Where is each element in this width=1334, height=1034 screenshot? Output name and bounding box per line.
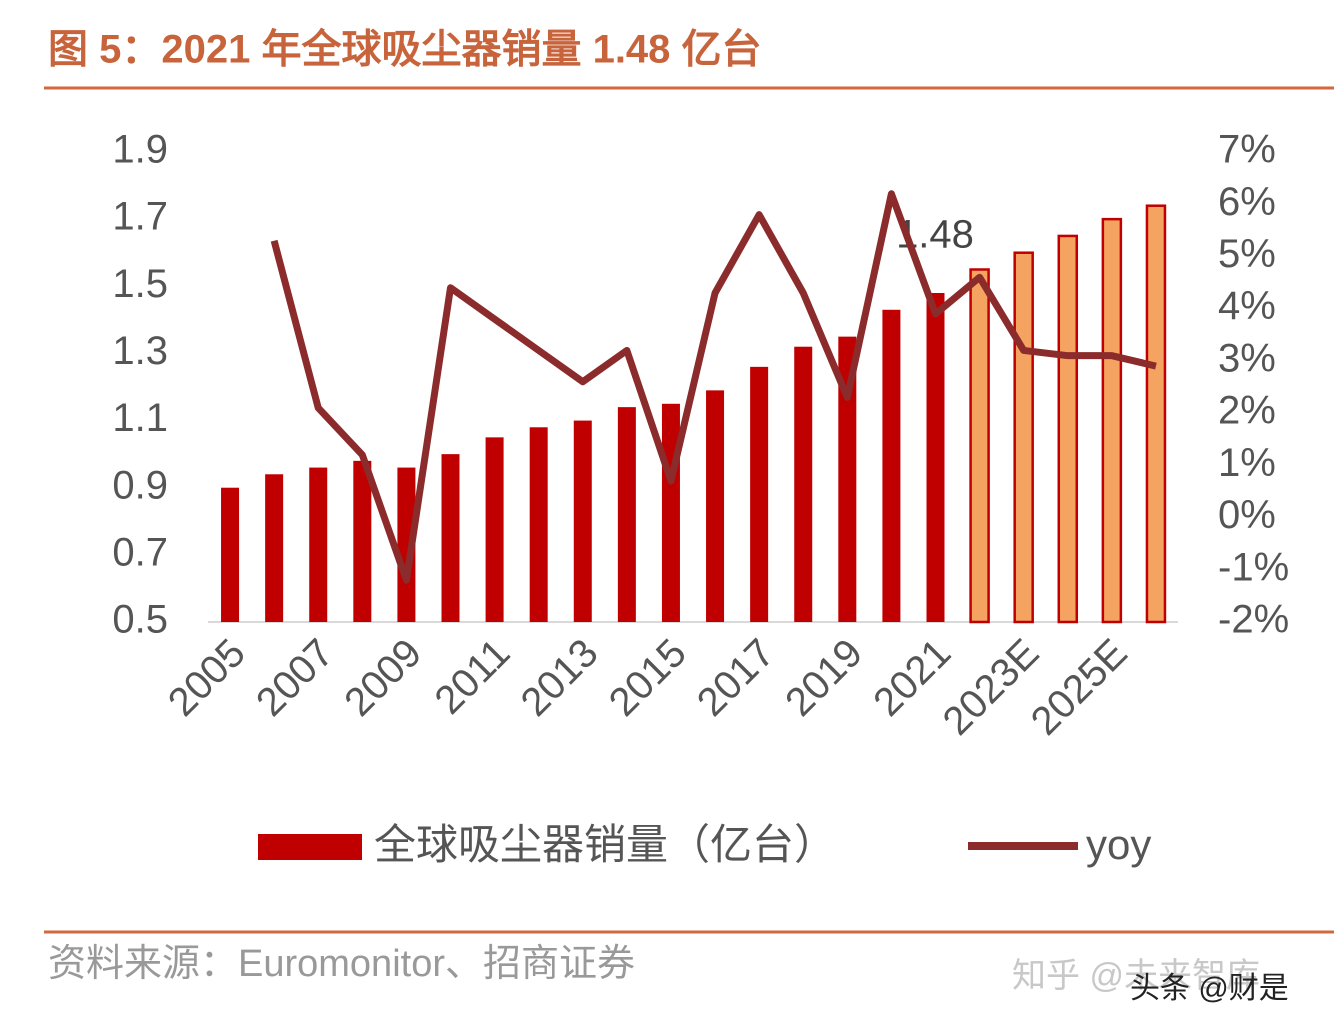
y2-tick-label: -1% — [1218, 545, 1289, 589]
bar — [1057, 234, 1079, 624]
y2-tick-label: -2% — [1218, 598, 1289, 642]
y2-tick-label: 7% — [1218, 128, 1276, 172]
legend-label: yoy — [1086, 821, 1151, 868]
y-tick-label: 1.3 — [112, 329, 168, 373]
y2-tick-label: 5% — [1218, 232, 1276, 276]
legend-label: 全球吸尘器销量（亿台） — [374, 821, 836, 868]
y-tick-label: 1.1 — [112, 396, 168, 440]
y2-tick-label: 3% — [1218, 336, 1276, 380]
line — [270, 190, 1157, 584]
bar — [794, 346, 813, 622]
bar — [221, 487, 240, 622]
y-tick-label: 0.5 — [112, 598, 168, 642]
bar — [573, 420, 592, 622]
y2-tick-label: 4% — [1218, 284, 1276, 328]
bar — [969, 268, 990, 624]
y2-tick-label: 0% — [1218, 493, 1276, 537]
bar — [353, 460, 372, 622]
bar — [529, 427, 548, 622]
bar — [397, 467, 416, 622]
source: 资料来源：Euromonitor、招商证券 — [48, 943, 635, 985]
watermark: 知乎 @未来智库 — [1012, 957, 1260, 995]
y2-tick-label: 6% — [1218, 180, 1276, 224]
bar — [926, 293, 945, 622]
y-tick-label: 1.9 — [112, 128, 168, 172]
y-tick-label: 0.9 — [112, 463, 168, 507]
chart-title: 图 5：2021 年全球吸尘器销量 1.48 亿台 — [48, 27, 762, 72]
bar — [706, 390, 725, 622]
bar — [750, 366, 769, 622]
watermark: 头条 @财是 — [1130, 972, 1289, 1005]
y-tick-label: 0.7 — [112, 530, 168, 574]
bar — [617, 407, 636, 622]
bar — [265, 474, 284, 622]
bar — [1101, 217, 1123, 624]
y2-tick-label: 1% — [1218, 441, 1276, 485]
bar — [1013, 251, 1034, 624]
bar — [882, 309, 901, 622]
y-tick-label: 1.5 — [112, 262, 168, 306]
bar — [1145, 204, 1167, 624]
bar — [661, 403, 680, 622]
y2-tick-label: 2% — [1218, 389, 1276, 433]
legend-swatch — [258, 834, 362, 860]
y-tick-label: 1.7 — [112, 195, 168, 239]
bar — [485, 437, 504, 622]
bar — [309, 467, 328, 622]
bar — [838, 336, 857, 622]
bar — [441, 454, 460, 622]
